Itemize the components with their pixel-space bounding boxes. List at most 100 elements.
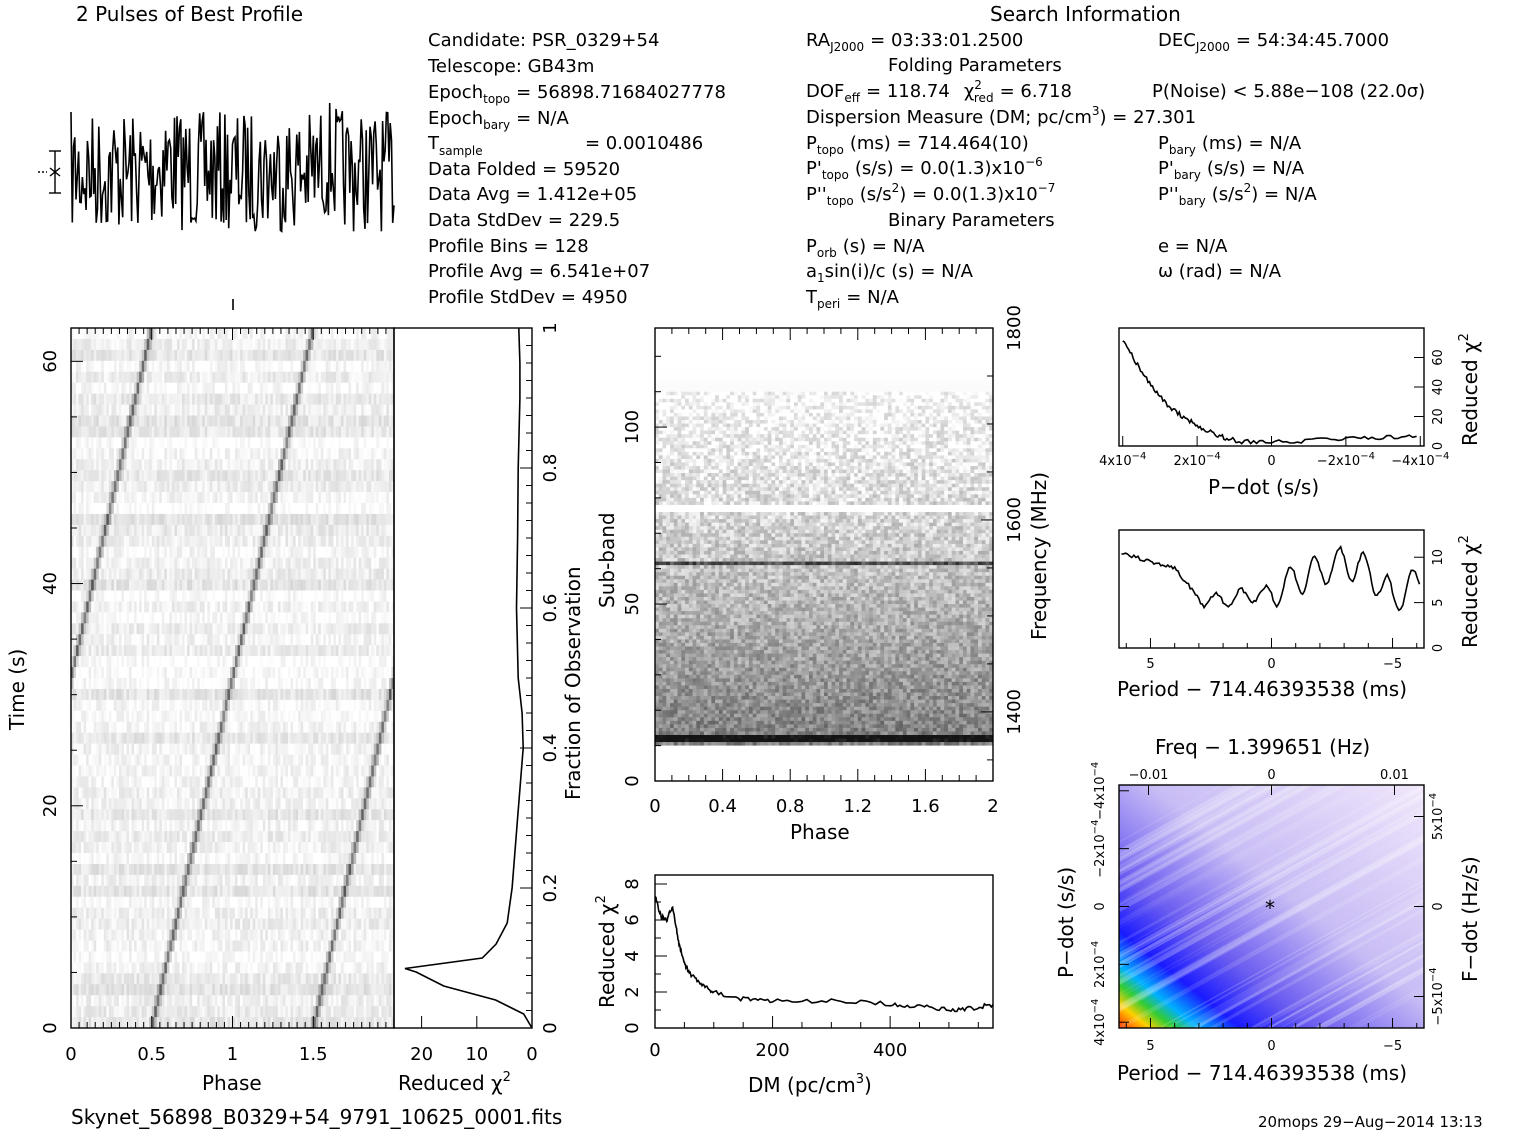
epoch-topo-label: Epoch [428, 82, 483, 103]
plane-y2tick-1: 0 [1431, 902, 1446, 910]
plane-x2tick-0: −0.01 [1129, 768, 1169, 783]
pnoise-line: P(Noise) < 5.88e−108 (22.0σ) [1152, 81, 1425, 102]
tp-ytick-0: 0 [40, 1022, 61, 1033]
plane-y2tick-0: −5x10−4 [1428, 967, 1446, 1025]
sb-ytick-2: 100 [622, 410, 643, 444]
dec-line: DECJ2000 = 54:34:45.7000 [1158, 30, 1389, 54]
plane-ytick-4: −4x10−4 [1090, 762, 1108, 820]
profile-avg-line: Profile Avg = 6.541e+07 [428, 261, 650, 282]
dm-ytick-1: 2 [622, 986, 643, 997]
pddbary-line: P''bary (s/s2) = N/A [1158, 181, 1317, 208]
pdtopo-line: P'topo (s/s) = 0.0(1.3)x10−6 [806, 155, 1043, 182]
chi2-fraction-ylabel: Fraction of Observation [561, 566, 585, 800]
period-xtick-2: −5 [1383, 657, 1402, 672]
tp-xtick-1: 0.5 [137, 1044, 166, 1065]
dm-line: Dispersion Measure (DM; pc/cm3) = 27.301 [806, 104, 1196, 128]
dm-line [654, 896, 994, 1013]
profile-title: 2 Pulses of Best Profile [76, 2, 303, 26]
period-ylabel: Reduced χ2 [1457, 535, 1482, 648]
dm-ytick-3: 6 [622, 914, 643, 925]
sb-ytick-1: 50 [622, 593, 643, 616]
pbary-line: Pbary (ms) = N/A [1158, 133, 1302, 157]
tp-xtick-2: 1 [227, 1044, 238, 1065]
p-pdot-plane: * 5 0 −5 −0.01 0 0.01 4x10−4 2x10−4 0 −2x10−4−4x1… [1054, 735, 1482, 1085]
period-xtick-1: 0 [1267, 657, 1275, 672]
chi2-fraction-plot: 20 10 00 0.2 0.4 0.6 0.8 1 Reduced χ2 Fraction … [393, 322, 585, 1095]
dm-plot: 0 200 400 0 2 4 6 8 DM (pc/cm3) Reduced χ2 [594, 874, 994, 1097]
pdot-ytick-3: 60 [1431, 349, 1446, 366]
freq-ytick-0: 1400 [1004, 689, 1025, 735]
sb-xtick-5: 2 [987, 796, 998, 817]
filename-footer: Skynet_56898_B0329+54_9791_10625_0001.fi… [71, 1105, 562, 1129]
subband-ticks: 0 0.4 0.8 1.2 1.6 2 0 50 100 1400 1600 1800 [622, 305, 1025, 817]
chi-frac-xtick-0: 20 [410, 1044, 433, 1065]
time-phase-ylabel: Time (s) [5, 649, 29, 731]
period-ytick-0: 0 [1431, 644, 1446, 652]
plane-ytick-0: 4x10−4 [1090, 999, 1108, 1046]
profile-line [70, 102, 395, 233]
dm-ytick-0: 0 [622, 1022, 643, 1033]
subband-phase-plot: 0 0.4 0.8 1.2 1.6 2 0 50 100 1400 1600 1800 Phase S… [595, 305, 1051, 844]
dm-frame [654, 874, 994, 1029]
data-avg-line: Data Avg = 1.412e+05 [428, 184, 637, 205]
epoch-bary-line: Epochbary = N/A [428, 108, 569, 132]
tp-xtick-3: 1.5 [299, 1044, 328, 1065]
pdot-line [1122, 340, 1417, 445]
tp-ytick-3: 60 [40, 350, 61, 373]
chi-frac-xtick-2: 0 [526, 1044, 537, 1065]
period-line [1121, 544, 1421, 612]
search-info-header: Search Information [990, 2, 1181, 26]
chi-frac-ytick-5: 1 [540, 322, 561, 333]
dm-ytick-2: 4 [622, 950, 643, 961]
chi2-fraction-xlabel: Reduced χ2 [398, 1070, 511, 1095]
time-phase-image [71, 328, 394, 1028]
omega-line: ω (rad) = N/A [1158, 261, 1282, 282]
plane-xtick-2: −5 [1383, 1039, 1402, 1054]
period-frame [1118, 529, 1425, 649]
time-phase-xlabel: Phase [202, 1071, 262, 1095]
dm-xlabel: DM (pc/cm3) [748, 1072, 872, 1097]
period-ticks: 5 0 −5 0 5 10 [1125, 549, 1446, 672]
pdot-xtick-4: −4x10−4 [1391, 451, 1449, 469]
f-dot-ylabel: F−dot (Hz/s) [1458, 856, 1482, 982]
ptopo-line: Ptopo (ms) = 714.464(10) [806, 133, 1029, 157]
pdot-xtick-3: −2x10−4 [1317, 451, 1375, 469]
freq-ytick-2: 1800 [1004, 305, 1025, 351]
time-phase-plot: 0 0.5 1 1.5 0 20 40 60 Phase Time (s) [5, 327, 395, 1095]
sb-xtick-1: 0.4 [708, 796, 737, 817]
profile-bins-line: Profile Bins = 128 [428, 236, 589, 257]
profile-stddev-line: Profile StdDev = 4950 [428, 287, 628, 308]
dm-xtick-2: 400 [873, 1040, 907, 1061]
ra-line: RAJ2000 = 03:33:01.2500 [806, 30, 1023, 54]
pdot-ytick-0: 0 [1431, 442, 1446, 450]
pdot-xtick-2: 0 [1267, 454, 1275, 469]
e-line: e = N/A [1158, 236, 1228, 257]
a1sini-line: a1sin(i)/c (s) = N/A [806, 261, 974, 285]
plane-x2tick-1: 0 [1267, 768, 1275, 783]
chi-frac-ytick-2: 0.4 [540, 734, 561, 763]
dm-ytick-4: 8 [622, 878, 643, 889]
data-folded-line: Data Folded = 59520 [428, 159, 620, 180]
p-pdot-xlabel: Period − 714.46393538 (ms) [1117, 1061, 1407, 1085]
profile-errorbar [38, 150, 61, 194]
dof-line: DOFeff = 118.74 χ2 red = 6.718 [806, 78, 1072, 105]
subband-image [655, 328, 993, 781]
chi2-fraction-ticks: 20 10 00 0.2 0.4 0.6 0.8 1 [410, 322, 561, 1065]
chi2-fraction-frame [393, 327, 533, 1029]
tsample-value: = 0.0010486 [585, 133, 703, 154]
pddtopo-line: P''topo (s/s2) = 0.0(1.3)x10−7 [806, 181, 1055, 208]
p-pdot-title: Freq − 1.399651 (Hz) [1155, 735, 1370, 759]
chi-frac-ytick-3: 0.6 [540, 594, 561, 623]
pdot-xtick-1: 2x10−4 [1173, 451, 1220, 469]
pdot-frame [1118, 327, 1425, 447]
plane-ytick-1: 2x10−4 [1090, 941, 1108, 988]
subband-xlabel: Phase [790, 820, 850, 844]
pdbary-line: P'bary (s/s) = N/A [1158, 158, 1305, 182]
chi-frac-ytick-1: 0.2 [540, 874, 561, 903]
tp-xtick-0: 0 [65, 1044, 76, 1065]
period-ytick-2: 10 [1431, 549, 1446, 566]
dm-ylabel: Reduced χ2 [594, 895, 619, 1008]
plane-xtick-1: 0 [1267, 1039, 1275, 1054]
tperi-line: Tperi = N/A [805, 287, 900, 311]
